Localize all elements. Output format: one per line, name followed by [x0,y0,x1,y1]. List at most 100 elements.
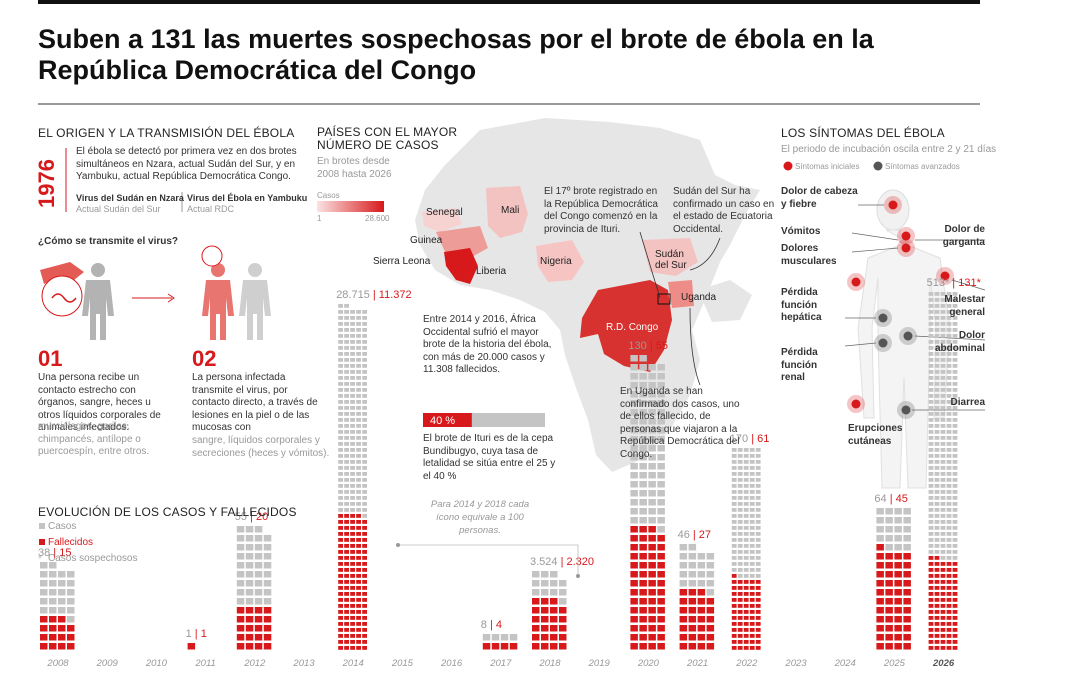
country-sudan-sur [642,238,698,276]
waffle-icon [344,406,349,410]
waffle-icon [350,628,355,632]
waffle-icon [648,400,656,407]
waffle-icon [952,448,958,452]
waffle-icon [928,520,934,524]
waffle-icon [928,484,934,488]
waffle-icon [639,580,647,587]
waffle-icon [755,514,761,518]
value-label-2017: 8 | 4 [481,619,502,631]
waffle-icon [903,508,911,515]
waffle-icon [344,496,349,500]
waffle-icon [737,514,743,518]
waffle-icon [749,568,755,572]
waffle-icon [541,607,549,614]
waffle-icon [356,424,361,428]
waffle-icon [639,643,647,650]
waffle-icon [344,508,349,512]
waffle-icon [934,610,940,614]
waffle-icon [952,316,958,320]
waffle-icon [940,592,946,596]
waffle-icon [356,568,361,572]
waffle-icon [934,370,940,374]
waffle-icon [946,508,952,512]
waffle-icon [236,562,245,569]
waffle-icon [338,406,343,410]
waffle-icon [749,520,755,524]
waffle-icon [928,604,934,608]
waffle-icon [338,592,343,596]
waffle-icon [952,298,958,302]
waffle-icon [344,376,349,380]
waffle-icon [749,592,755,596]
waffle-icon [657,418,665,425]
waffle-icon [263,562,272,569]
waffle-icon [338,604,343,608]
waffle-icon [350,514,355,518]
waffle-icon [946,304,952,308]
waffle-icon [344,382,349,386]
waffle-icon [338,358,343,362]
waffle-icon [885,517,893,524]
waffle-icon [630,562,638,569]
waffle-icon [928,532,934,536]
year-tick-label: 2015 [391,658,414,669]
waffle-icon [254,598,263,605]
waffle-icon [755,616,761,620]
waffle-icon [946,328,952,332]
waffle-icon [894,643,902,650]
waffle-icon [657,589,665,596]
waffle-icon [946,532,952,536]
waffle-icon [731,586,737,590]
waffle-icon [338,562,343,566]
waffle-icon [236,616,245,623]
waffle-icon [946,622,952,626]
waffle-icon [362,358,367,362]
waffle-icon [952,580,958,584]
waffle-icon [940,562,946,566]
waffle-icon [350,574,355,578]
waffle-icon [934,622,940,626]
waffle-icon [743,604,749,608]
waffle-icon [940,346,946,350]
waffle-icon [532,634,540,641]
waffle-icon [903,607,911,614]
waffle-icon [934,406,940,410]
waffle-icon [356,598,361,602]
waffle-icon [706,598,715,605]
waffle-icon [648,553,656,560]
waffle-icon [946,322,952,326]
waffle-icon [657,436,665,443]
symptom-spot [851,399,861,409]
waffle-icon [356,448,361,452]
waffle-icon [928,616,934,620]
waffle-icon [946,340,952,344]
symptom-spot [901,231,911,241]
waffle-icon [903,571,911,578]
waffle-icon [952,472,958,476]
waffle-icon [356,586,361,590]
waffle-icon [885,544,893,551]
waffle-icon [952,442,958,446]
waffle-icon [350,562,355,566]
waffle-icon [946,562,952,566]
waffle-icon [356,592,361,596]
person-grey2-head [248,263,262,277]
waffle-icon [940,358,946,362]
waffle-icon [344,604,349,608]
waffle-icon [731,640,737,644]
waffle-icon [350,400,355,404]
waffle-icon [903,544,911,551]
country-nigeria [536,240,584,282]
waffle-icon [934,586,940,590]
waffle-icon [630,625,638,632]
waffle-icon [934,448,940,452]
year-tick-label: 2026 [932,658,955,669]
symptom-hepatica: Pérdida función hepática [781,287,822,323]
waffle-icon [928,502,934,506]
waffle-icon [254,553,263,560]
waffle-icon [630,598,638,605]
symptom-spot [903,331,913,341]
legend-advanced-dot [873,161,883,171]
waffle-icon [639,409,647,416]
